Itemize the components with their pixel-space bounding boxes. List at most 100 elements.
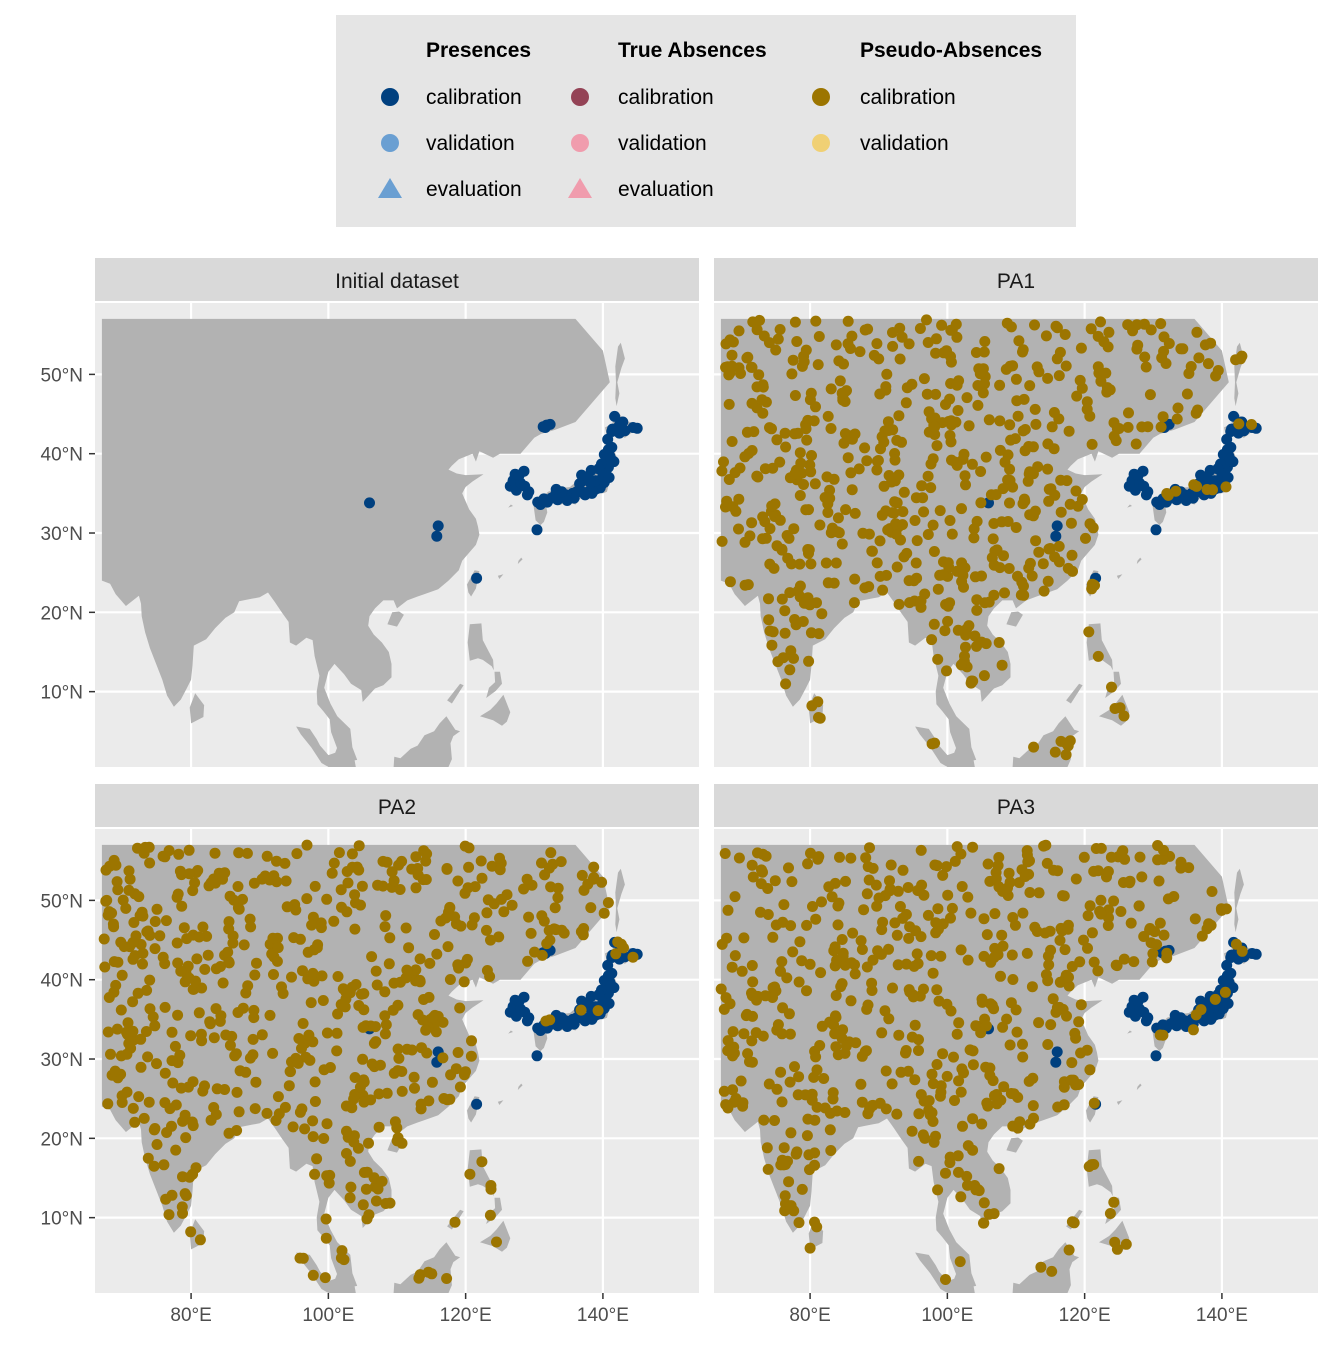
- pseudo-absence-calibration-point: [998, 550, 1009, 562]
- pseudo-absence-calibration-point: [928, 546, 940, 557]
- pseudo-absence-calibration-point: [859, 442, 871, 454]
- pseudo-absence-calibration-point: [1046, 1265, 1058, 1277]
- pseudo-absence-calibration-point: [926, 634, 938, 646]
- facet-panel: PA1: [714, 258, 1318, 767]
- pseudo-absence-calibration-point: [353, 864, 365, 876]
- pseudo-absence-calibration-point: [982, 858, 994, 870]
- pseudo-absence-calibration-point: [273, 1108, 285, 1120]
- pseudo-absence-calibration-point: [803, 504, 814, 516]
- pseudo-absence-calibration-point: [861, 888, 873, 900]
- pseudo-absence-calibration-point: [769, 875, 781, 887]
- pseudo-absence-calibration-point: [1075, 999, 1087, 1011]
- pseudo-absence-calibration-point: [1004, 497, 1015, 509]
- presence-calibration-point: [574, 478, 586, 490]
- pseudo-absence-calibration-point: [1001, 1013, 1013, 1025]
- pseudo-absence-calibration-point: [855, 935, 867, 947]
- pseudo-absence-calibration-point: [223, 957, 235, 969]
- pseudo-absence-calibration-point: [800, 344, 812, 356]
- pseudo-absence-calibration-point: [847, 927, 859, 939]
- pseudo-absence-calibration-point: [400, 922, 412, 934]
- pseudo-absence-calibration-point: [928, 618, 940, 630]
- pseudo-absence-calibration-point: [144, 974, 156, 986]
- pseudo-absence-calibration-point: [945, 1005, 957, 1017]
- pseudo-absence-calibration-point: [116, 969, 128, 981]
- pseudo-absence-calibration-point: [1060, 360, 1072, 372]
- pseudo-absence-calibration-point: [733, 493, 745, 505]
- pseudo-absence-calibration-point: [892, 885, 904, 897]
- pseudo-absence-calibration-point: [410, 851, 422, 863]
- pseudo-absence-calibration-point: [135, 1033, 147, 1045]
- pseudo-absence-calibration-point: [1233, 418, 1245, 430]
- pseudo-absence-calibration-point: [108, 854, 120, 866]
- pseudo-absence-calibration-point: [959, 562, 971, 574]
- pseudo-absence-calibration-point: [967, 1059, 979, 1071]
- pseudo-absence-calibration-point: [727, 1026, 739, 1038]
- pseudo-absence-calibration-point: [421, 1047, 433, 1059]
- land-island: [1127, 1030, 1132, 1034]
- pseudo-absence-calibration-point: [159, 1001, 171, 1013]
- pseudo-absence-calibration-point: [929, 421, 941, 433]
- pseudo-absence-calibration-point: [830, 557, 842, 569]
- presence-calibration-point: [471, 1098, 483, 1110]
- pseudo-absence-calibration-point: [747, 871, 759, 883]
- presence-calibration-point: [550, 483, 562, 495]
- pseudo-absence-calibration-point: [223, 916, 235, 928]
- pseudo-absence-calibration-point: [860, 852, 872, 864]
- presence-calibration-point: [603, 472, 615, 483]
- pseudo-absence-calibration-point: [536, 949, 548, 961]
- legend-key-circle: [812, 88, 830, 106]
- pseudo-absence-calibration-point: [294, 1252, 306, 1264]
- pseudo-absence-calibration-point: [857, 527, 869, 539]
- y-tick-label: 50°N: [41, 891, 83, 912]
- pseudo-absence-calibration-point: [836, 978, 848, 990]
- pseudo-absence-calibration-point: [842, 315, 854, 327]
- pseudo-absence-calibration-point: [618, 942, 629, 954]
- pseudo-absence-calibration-point: [449, 1216, 461, 1228]
- pseudo-absence-calibration-point: [1004, 419, 1016, 431]
- pseudo-absence-calibration-point: [766, 500, 778, 512]
- pseudo-absence-calibration-point: [805, 558, 817, 570]
- pseudo-absence-calibration-point: [727, 336, 739, 348]
- pseudo-absence-calibration-point: [280, 875, 292, 887]
- pseudo-absence-calibration-point: [1201, 484, 1213, 495]
- pseudo-absence-calibration-point: [963, 620, 975, 632]
- pseudo-absence-calibration-point: [178, 922, 190, 934]
- pseudo-absence-calibration-point: [822, 410, 834, 422]
- pseudo-absence-calibration-point: [1063, 1244, 1075, 1256]
- pseudo-absence-calibration-point: [941, 1070, 953, 1082]
- pseudo-absence-calibration-point: [751, 381, 763, 393]
- pseudo-absence-calibration-point: [915, 931, 927, 943]
- pseudo-absence-calibration-point: [975, 466, 987, 477]
- pseudo-absence-calibration-point: [840, 504, 852, 516]
- pseudo-absence-calibration-point: [420, 1024, 432, 1036]
- pseudo-absence-calibration-point: [1149, 926, 1161, 938]
- pseudo-absence-calibration-point: [308, 944, 320, 956]
- legend-key-circle: [381, 88, 399, 106]
- pseudo-absence-calibration-point: [885, 859, 897, 871]
- pseudo-absence-calibration-point: [214, 1015, 226, 1027]
- pseudo-absence-calibration-point: [786, 368, 798, 380]
- pseudo-absence-calibration-point: [976, 1118, 988, 1130]
- facet-strip: [95, 258, 699, 301]
- pseudo-absence-calibration-point: [494, 852, 505, 864]
- pseudo-absence-calibration-point: [1017, 907, 1029, 919]
- pseudo-absence-calibration-point: [466, 919, 478, 931]
- pseudo-absence-calibration-point: [917, 1129, 929, 1141]
- pseudo-absence-calibration-point: [230, 1048, 242, 1060]
- pseudo-absence-calibration-point: [1157, 1029, 1169, 1041]
- pseudo-absence-calibration-point: [924, 1109, 936, 1121]
- pseudo-absence-calibration-point: [829, 941, 841, 953]
- pseudo-absence-calibration-point: [1109, 703, 1121, 714]
- pseudo-absence-calibration-point: [784, 1028, 796, 1040]
- pseudo-absence-calibration-point: [1074, 374, 1086, 386]
- pseudo-absence-calibration-point: [930, 917, 942, 929]
- pseudo-absence-calibration-point: [1120, 1238, 1132, 1250]
- presence-calibration-point: [531, 524, 543, 536]
- pseudo-absence-calibration-point: [845, 343, 856, 354]
- y-tick-label: 40°N: [41, 971, 83, 992]
- pseudo-absence-calibration-point: [967, 1045, 979, 1057]
- pseudo-absence-calibration-point: [177, 1207, 188, 1219]
- pseudo-absence-calibration-point: [128, 917, 140, 928]
- pseudo-absence-calibration-point: [232, 1007, 244, 1018]
- pseudo-absence-calibration-point: [294, 1106, 306, 1118]
